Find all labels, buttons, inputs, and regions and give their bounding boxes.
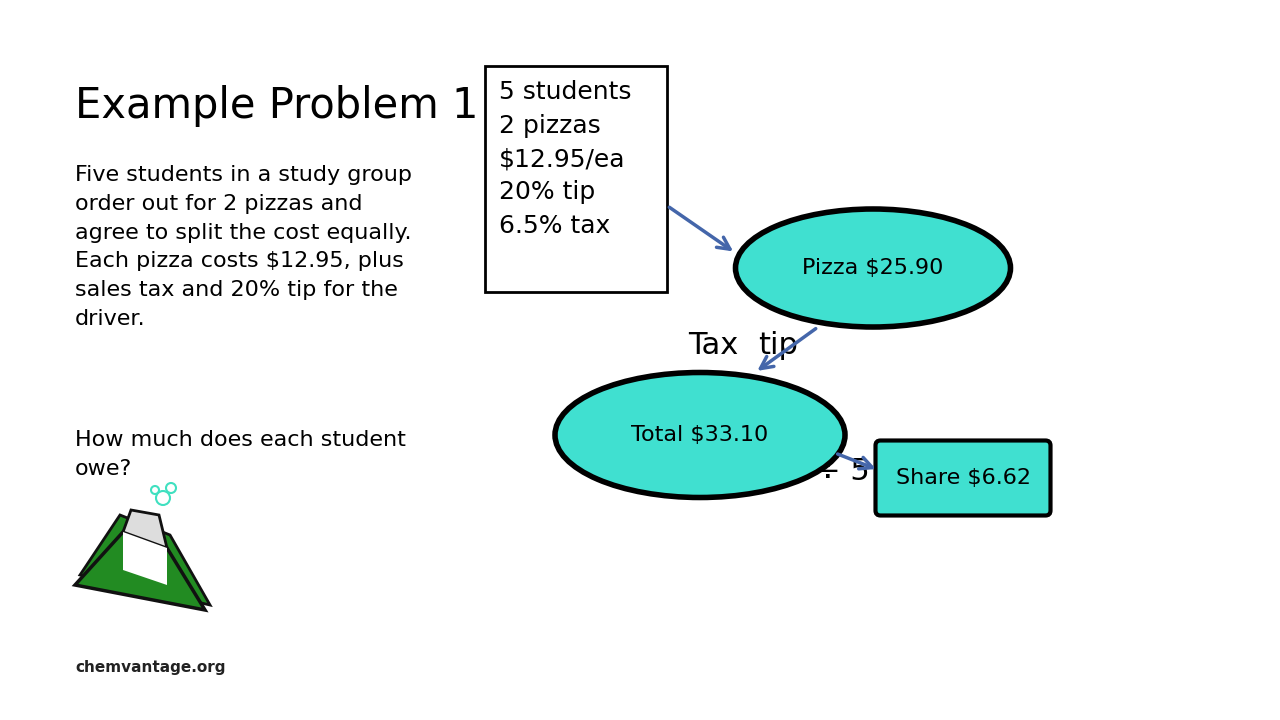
Text: Five students in a study group
order out for 2 pizzas and
agree to split the cos: Five students in a study group order out… (76, 165, 412, 329)
Polygon shape (123, 532, 166, 585)
Text: Share $6.62: Share $6.62 (896, 468, 1030, 488)
FancyBboxPatch shape (485, 66, 667, 292)
Polygon shape (79, 515, 210, 605)
Text: Total $33.10: Total $33.10 (631, 425, 768, 445)
Text: ÷ 5: ÷ 5 (814, 457, 869, 487)
Ellipse shape (556, 372, 845, 498)
Text: Tax: Tax (687, 330, 739, 359)
Text: chemvantage.org: chemvantage.org (76, 660, 225, 675)
Polygon shape (123, 510, 166, 548)
Text: Example Problem 1: Example Problem 1 (76, 85, 479, 127)
Text: tip: tip (758, 330, 797, 359)
Ellipse shape (736, 209, 1010, 327)
Polygon shape (76, 532, 205, 610)
Text: 5 students
2 pizzas
$12.95/ea
20% tip
6.5% tax: 5 students 2 pizzas $12.95/ea 20% tip 6.… (499, 80, 631, 238)
Text: How much does each student
owe?: How much does each student owe? (76, 430, 406, 479)
Text: Pizza $25.90: Pizza $25.90 (803, 258, 943, 278)
FancyBboxPatch shape (876, 441, 1051, 516)
